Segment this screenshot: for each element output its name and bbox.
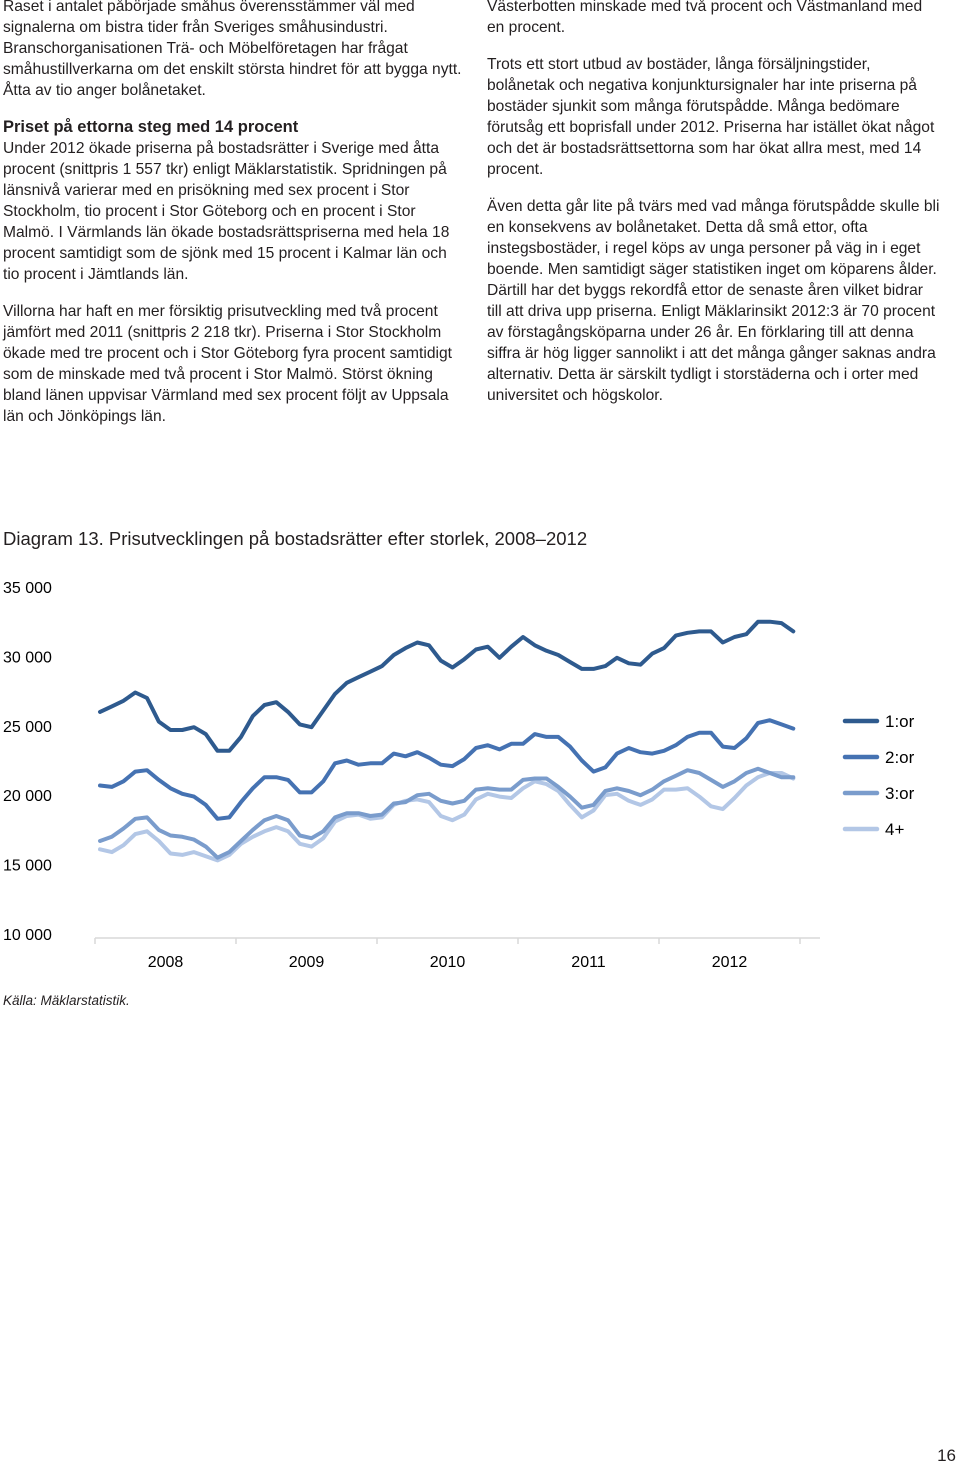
right-text-column: Västerbotten minskade med två procent oc… (487, 0, 942, 422)
y-tick-label: 25 000 (3, 719, 52, 736)
legend-label: 3:or (885, 784, 915, 803)
price-line-chart: 35 000 30 000 25 000 20 000 15 000 10 000 200… (3, 580, 915, 971)
y-tick-label: 20 000 (3, 788, 52, 805)
page-number: 16 (937, 1446, 956, 1465)
x-tick-label: 2012 (712, 954, 748, 971)
y-tick-label: 30 000 (3, 649, 52, 666)
legend-label: 4+ (885, 820, 904, 839)
y-tick-label: 15 000 (3, 858, 52, 875)
series-lines (98, 619, 796, 863)
diagram-caption: Diagram 13. Prisutvecklingen på bostadsr… (3, 528, 588, 549)
section-block: Priset på ettorna steg med 14 procent Un… (3, 117, 465, 285)
body-paragraph: Villorna har haft en mer försiktig prisu… (3, 303, 452, 425)
x-tick-label: 2011 (571, 954, 606, 971)
x-axis-ticks (94, 938, 801, 944)
series-line (98, 771, 796, 863)
left-text-column: Raset i antalet påbörjade småhus överens… (3, 0, 465, 443)
body-paragraph: Västerbotten minskade med två procent oc… (487, 0, 923, 36)
y-axis-labels: 35 000 30 000 25 000 20 000 15 000 10 000 (3, 580, 52, 944)
legend-label: 2:or (885, 748, 915, 767)
body-paragraph: Under 2012 ökade priserna på bostadsrätt… (3, 140, 450, 283)
series-line (98, 718, 796, 821)
chart-legend: 1:or 2:or 3:or 4+ (842, 712, 915, 839)
section-heading: Priset på ettorna steg med 14 procent (3, 118, 299, 136)
x-tick-label: 2009 (289, 954, 325, 971)
series-line (98, 766, 796, 860)
x-tick-label: 2010 (430, 954, 466, 971)
y-tick-label: 35 000 (3, 580, 52, 597)
x-axis-labels: 2008 2009 2010 2011 2012 (148, 954, 748, 971)
source-note: Källa: Mäklarstatistik. (3, 993, 130, 1008)
body-paragraph: Även detta går lite på tvärs med vad mån… (487, 198, 940, 404)
legend-label: 1:or (885, 712, 915, 731)
body-paragraph: Trots ett stort utbud av bostäder, långa… (487, 56, 935, 178)
body-paragraph: Raset i antalet påbörjade småhus överens… (3, 0, 462, 99)
y-tick-label: 10 000 (3, 927, 52, 944)
series-line (98, 619, 796, 753)
x-tick-label: 2008 (148, 954, 184, 971)
